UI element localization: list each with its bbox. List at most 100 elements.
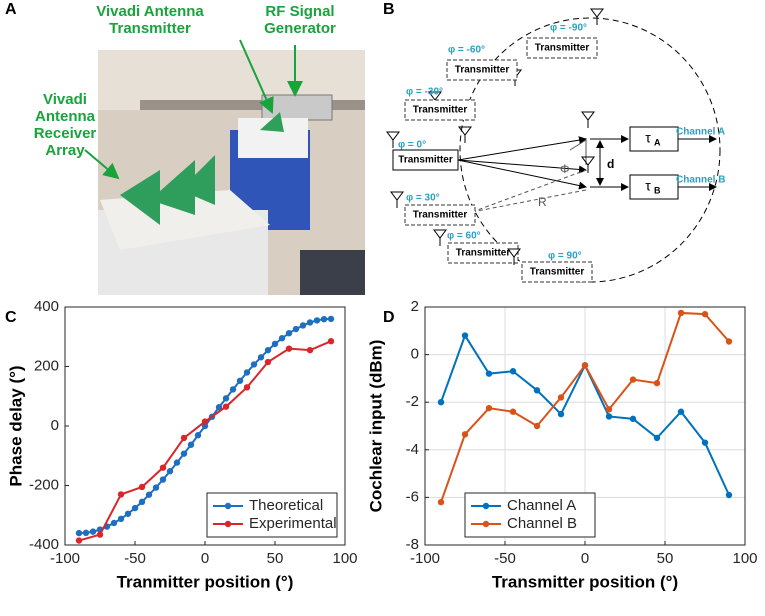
panel-label: B	[383, 1, 395, 18]
data-point	[257, 354, 265, 361]
data-point	[264, 358, 272, 366]
y-tick-label: -6	[406, 488, 419, 505]
y-axis-label: Phase delay (°)	[6, 365, 25, 486]
data-point	[306, 346, 314, 354]
transmitter-box	[521, 261, 593, 283]
data-point	[138, 498, 146, 506]
data-point	[124, 510, 132, 517]
data-point	[677, 408, 685, 415]
data-point	[145, 491, 153, 498]
x-tick-label: -50	[124, 550, 146, 567]
data-point	[653, 379, 661, 387]
data-point	[725, 338, 733, 345]
transmitter-label: Transmitter	[413, 105, 468, 116]
y-axis-label: Cochlear input (dBm)	[366, 340, 385, 513]
antenna	[458, 126, 472, 143]
data-point	[299, 322, 307, 329]
channel-label: Channel A	[676, 127, 725, 138]
data-point	[194, 432, 202, 439]
photo-label: Generator	[264, 20, 336, 37]
y-tick-label: -2	[406, 393, 419, 410]
data-point	[285, 329, 293, 337]
legend-label: Channel A	[507, 497, 576, 514]
y-tick-label: -200	[29, 476, 59, 493]
transmitter-label: Transmitter	[456, 248, 511, 259]
data-point	[461, 332, 469, 339]
data-point	[166, 468, 174, 475]
y-tick-label: -8	[406, 536, 419, 553]
y-tick-label: 0	[51, 417, 59, 434]
data-point	[320, 315, 328, 323]
data-point	[75, 529, 83, 537]
data-point	[677, 309, 685, 317]
data-point	[605, 406, 613, 413]
x-tick-label: 100	[332, 550, 357, 567]
data-point	[222, 403, 230, 410]
data-point	[306, 319, 314, 326]
data-point	[110, 519, 118, 527]
data-point	[236, 377, 244, 384]
data-point	[461, 431, 469, 438]
antenna	[390, 191, 404, 208]
antenna	[590, 8, 604, 25]
antenna	[581, 156, 595, 173]
angle-label: φ = 30°	[406, 193, 440, 204]
data-point	[180, 450, 188, 457]
data-point	[159, 464, 167, 471]
photo	[84, 39, 365, 295]
data-point	[485, 404, 493, 412]
legend-marker	[224, 502, 232, 510]
delay-symbol: τ	[645, 130, 651, 146]
data-point	[278, 335, 286, 342]
x-tick-label: 0	[201, 550, 209, 567]
data-point	[629, 376, 637, 383]
data-point	[243, 384, 251, 391]
y-tick-label: 2	[411, 298, 419, 315]
photo-label: Vivadi	[43, 91, 87, 108]
angle-symbol: Φ	[560, 162, 570, 176]
axes-frame	[64, 306, 346, 546]
axes-frame	[424, 306, 746, 546]
data-point	[533, 387, 541, 394]
data-point	[533, 422, 541, 430]
data-point	[215, 404, 223, 411]
data-point	[271, 340, 279, 348]
data-point	[96, 531, 104, 538]
delay-sub: B	[654, 185, 661, 195]
legend-label: Channel B	[507, 515, 577, 532]
data-point	[557, 410, 565, 418]
transmitter-box	[526, 37, 598, 59]
data-point	[117, 515, 125, 523]
transmitter-label: Transmitter	[455, 65, 510, 76]
transmitter-label: Transmitter	[535, 43, 590, 54]
angle-label: φ = -90°	[550, 23, 587, 34]
delay-sub: A	[654, 137, 661, 147]
data-point	[485, 370, 493, 377]
antenna	[507, 248, 521, 265]
data-point	[264, 346, 272, 354]
data-point	[557, 394, 565, 401]
y-tick-label: -4	[406, 441, 419, 458]
panel-label: D	[383, 309, 395, 326]
data-point	[725, 491, 733, 499]
x-tick-label: -50	[494, 550, 516, 567]
distance-label: d	[607, 157, 614, 171]
data-point	[152, 484, 160, 491]
data-point	[89, 528, 97, 535]
data-point	[701, 310, 709, 318]
legend-marker	[482, 520, 490, 528]
angle-label: φ = 90°	[548, 251, 582, 262]
transmitter-box	[404, 99, 476, 121]
x-tick-label: -100	[50, 550, 80, 567]
x-axis-label: Transmitter position (°)	[492, 572, 678, 591]
data-point	[437, 399, 445, 406]
data-point	[138, 483, 146, 491]
data-point	[701, 439, 709, 446]
antenna	[386, 131, 400, 148]
photo-label: Receiver	[34, 125, 97, 142]
data-point	[292, 325, 300, 333]
transmitter-label: Transmitter	[398, 155, 453, 166]
legend-box	[464, 492, 596, 538]
transmitter-label: Transmitter	[530, 267, 585, 278]
